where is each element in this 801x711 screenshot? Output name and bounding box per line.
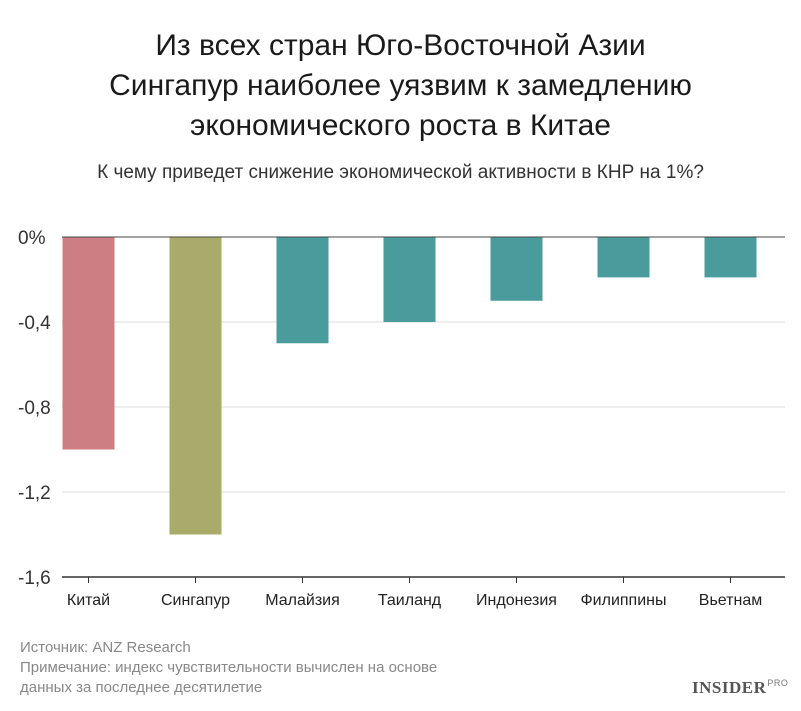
- chart-footer: Источник: ANZ Research Примечание: индек…: [20, 638, 437, 698]
- chart-title-line-3: экономического роста в Китае: [190, 109, 611, 142]
- bar: [704, 237, 757, 278]
- methodology-note-line-2: данных за последнее десятилетие: [20, 679, 263, 696]
- x-tick-label: Вьетнам: [699, 592, 762, 609]
- y-tick-label: 0%: [18, 228, 46, 249]
- chart-title-line-1: Из всех стран Юго-Восточной Азии: [155, 29, 646, 62]
- y-tick-label: -0,4: [18, 313, 51, 334]
- brand-suffix: PRO: [767, 678, 789, 688]
- chart-title-line-2: Сингапур наиболее уязвим к замедлению: [109, 69, 692, 102]
- source-note: Источник: ANZ Research: [20, 639, 191, 656]
- y-tick-label: -0,8: [18, 398, 51, 419]
- y-tick-label: -1,6: [18, 568, 51, 589]
- bar: [169, 237, 222, 535]
- bar: [490, 237, 543, 301]
- brand-name: INSIDER: [692, 678, 767, 697]
- x-tick-label: Сингапур: [161, 592, 230, 609]
- methodology-note-line-1: Примечание: индекс чувствительности вычи…: [20, 659, 438, 676]
- bar: [276, 237, 329, 344]
- bar: [597, 237, 650, 278]
- y-tick-label: -1,2: [18, 483, 51, 504]
- x-tick-label: Индонезия: [476, 592, 557, 609]
- bar: [62, 237, 115, 450]
- chart-subtitle: К чему приведет снижение экономической а…: [97, 162, 704, 183]
- insider-pro-logo: INSIDERPRO: [692, 678, 788, 698]
- x-tick-label: Филиппины: [581, 592, 667, 609]
- x-tick-label: Таиланд: [378, 592, 442, 609]
- chart-title: Из всех стран Юго-Восточной Азии Сингапу…: [0, 26, 801, 146]
- x-tick-label: Китай: [67, 592, 110, 609]
- bar: [383, 237, 436, 322]
- x-tick-label: Малайзия: [265, 592, 340, 609]
